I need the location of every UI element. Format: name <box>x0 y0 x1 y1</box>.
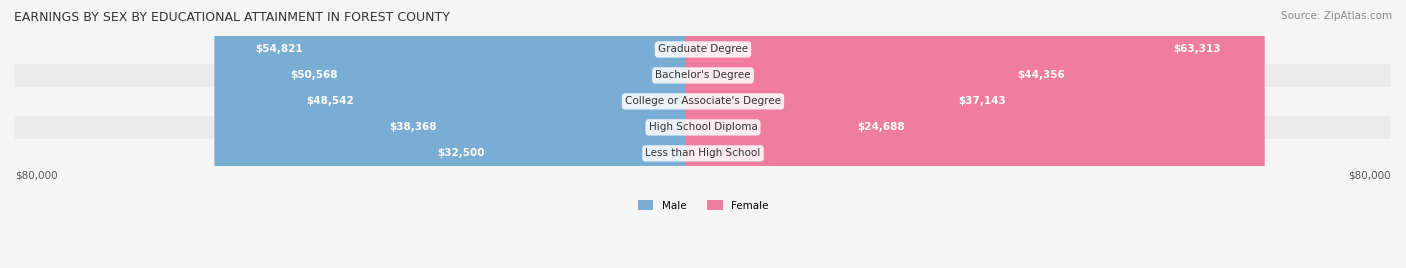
FancyBboxPatch shape <box>15 38 1391 61</box>
Text: Less than High School: Less than High School <box>645 148 761 158</box>
Text: $63,313: $63,313 <box>1173 44 1220 54</box>
FancyBboxPatch shape <box>15 64 1391 87</box>
Text: Graduate Degree: Graduate Degree <box>658 44 748 54</box>
Text: $0: $0 <box>711 148 724 158</box>
FancyBboxPatch shape <box>15 142 1391 165</box>
Text: $50,568: $50,568 <box>290 70 337 80</box>
Text: $80,000: $80,000 <box>15 170 58 180</box>
Text: $24,688: $24,688 <box>858 122 904 132</box>
Text: $38,368: $38,368 <box>389 122 437 132</box>
FancyBboxPatch shape <box>250 0 720 268</box>
Text: Bachelor's Degree: Bachelor's Degree <box>655 70 751 80</box>
Text: $32,500: $32,500 <box>437 148 485 158</box>
FancyBboxPatch shape <box>356 0 720 268</box>
Text: $48,542: $48,542 <box>307 96 354 106</box>
FancyBboxPatch shape <box>214 0 720 268</box>
Legend: Male, Female: Male, Female <box>637 200 769 211</box>
Text: $54,821: $54,821 <box>254 44 302 54</box>
FancyBboxPatch shape <box>686 0 1039 268</box>
Text: High School Diploma: High School Diploma <box>648 122 758 132</box>
Text: $80,000: $80,000 <box>1348 170 1391 180</box>
Text: EARNINGS BY SEX BY EDUCATIONAL ATTAINMENT IN FOREST COUNTY: EARNINGS BY SEX BY EDUCATIONAL ATTAINMEN… <box>14 11 450 24</box>
Text: $44,356: $44,356 <box>1018 70 1066 80</box>
Text: $37,143: $37,143 <box>959 96 1007 106</box>
FancyBboxPatch shape <box>686 0 1264 268</box>
FancyBboxPatch shape <box>686 0 932 268</box>
FancyBboxPatch shape <box>269 0 720 268</box>
FancyBboxPatch shape <box>406 0 720 268</box>
FancyBboxPatch shape <box>686 0 1102 268</box>
FancyBboxPatch shape <box>15 116 1391 139</box>
Text: College or Associate's Degree: College or Associate's Degree <box>626 96 780 106</box>
Text: Source: ZipAtlas.com: Source: ZipAtlas.com <box>1281 11 1392 21</box>
FancyBboxPatch shape <box>15 90 1391 113</box>
